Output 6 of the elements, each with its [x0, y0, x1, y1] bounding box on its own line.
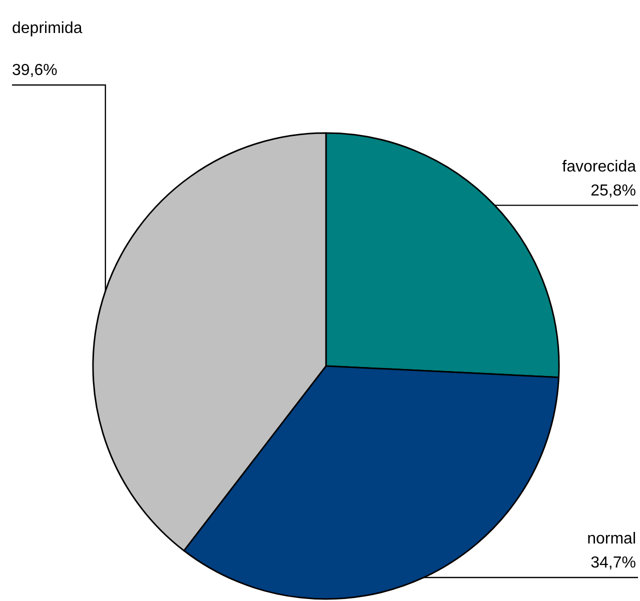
- data-label: 25,8%: [590, 182, 636, 200]
- data-label: 39,6%: [12, 62, 58, 79]
- slice-label: favorecida: [562, 158, 636, 176]
- data-label: 34,7%: [590, 554, 636, 572]
- slice-label: deprimida: [12, 20, 82, 37]
- slice-label: normal: [587, 530, 636, 548]
